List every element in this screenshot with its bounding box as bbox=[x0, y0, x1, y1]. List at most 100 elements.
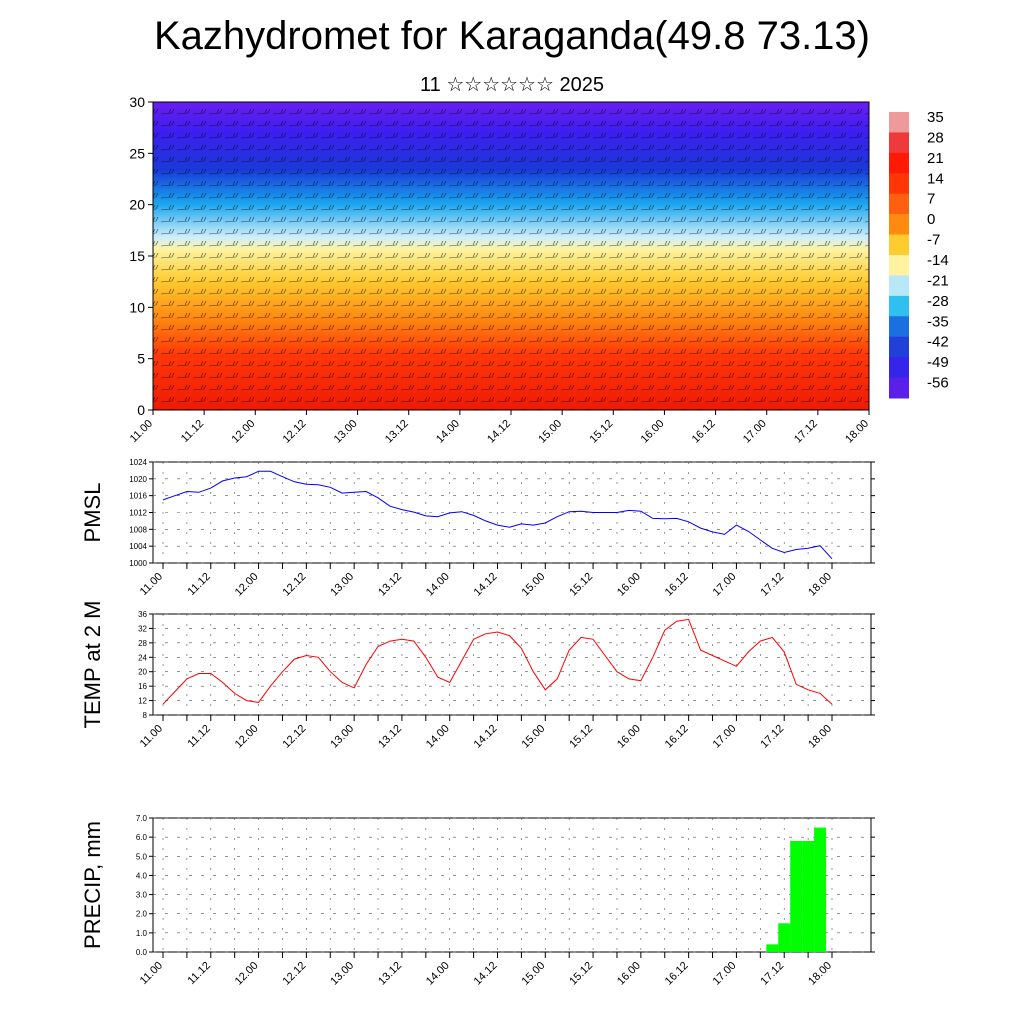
colorbar-segment bbox=[889, 132, 909, 154]
precip-bar bbox=[814, 827, 827, 952]
x-tick-label: 12.00 bbox=[229, 418, 257, 446]
precip-panel-frame bbox=[152, 817, 872, 953]
chart-subtitle: 11 ☆☆☆☆☆☆ 2025 bbox=[420, 74, 604, 96]
y-tick-label: 1000 bbox=[129, 559, 147, 568]
x-tick-label: 16.00 bbox=[615, 723, 643, 751]
y-tick-label: 1.0 bbox=[136, 929, 148, 938]
x-tick-label: 14.00 bbox=[424, 723, 452, 751]
colorbar-label: -28 bbox=[927, 293, 949, 310]
x-tick-label: 18.00 bbox=[806, 723, 834, 751]
colorbar-segment bbox=[889, 193, 909, 215]
wind-barbs bbox=[153, 102, 869, 410]
y-tick-label: 10 bbox=[129, 299, 145, 315]
y-tick-label: 2.0 bbox=[136, 910, 148, 919]
pmsl-panel-frame bbox=[152, 461, 872, 564]
x-tick-label: 18.00 bbox=[806, 960, 834, 988]
y-tick-label: 20 bbox=[138, 668, 147, 677]
x-tick-label: 15.12 bbox=[567, 723, 595, 751]
temp-panel bbox=[152, 613, 872, 716]
x-tick-label: 11.00 bbox=[138, 723, 165, 750]
x-tick-label: 17.00 bbox=[741, 418, 769, 446]
pmsl-series-line bbox=[162, 470, 833, 560]
x-tick-label: 15.12 bbox=[567, 571, 595, 599]
x-tick-label: 17.12 bbox=[792, 418, 820, 446]
colorbar-label: -21 bbox=[927, 272, 949, 289]
x-tick-label: 14.12 bbox=[472, 960, 500, 988]
y-tick-label: 1012 bbox=[129, 509, 147, 518]
y-axis-label: PRECIP, mm bbox=[80, 821, 105, 949]
x-tick-label: 13.12 bbox=[376, 960, 404, 988]
x-tick-label: 17.12 bbox=[758, 571, 786, 599]
x-tick-label: 17.00 bbox=[711, 960, 739, 988]
x-tick-label: 14.12 bbox=[485, 418, 513, 446]
x-tick-label: 15.00 bbox=[519, 960, 547, 988]
y-tick-label: 16 bbox=[138, 682, 147, 691]
y-tick-label: 15 bbox=[129, 248, 145, 264]
x-tick-label: 17.00 bbox=[711, 723, 739, 751]
x-tick-label: 11.00 bbox=[138, 960, 165, 987]
y-axis-label: PMSL bbox=[80, 483, 105, 543]
colorbar-segment bbox=[889, 336, 909, 358]
x-tick-label: 12.00 bbox=[233, 571, 261, 599]
x-tick-label: 14.00 bbox=[424, 960, 452, 988]
y-tick-label: 5.0 bbox=[136, 852, 148, 861]
x-tick-label: 18.00 bbox=[806, 571, 834, 599]
x-tick-label: 12.00 bbox=[233, 960, 261, 988]
colorbar-segment bbox=[889, 234, 909, 256]
colorbar-segment bbox=[889, 173, 909, 195]
x-tick-label: 11.12 bbox=[186, 960, 213, 987]
y-tick-label: 24 bbox=[138, 653, 147, 662]
colorbar-label: 7 bbox=[927, 191, 935, 208]
y-tick-label: 5 bbox=[137, 351, 145, 367]
colorbar-segment bbox=[889, 112, 909, 133]
y-tick-label: 28 bbox=[138, 639, 147, 648]
x-tick-label: 17.12 bbox=[758, 960, 786, 988]
x-tick-label: 16.00 bbox=[615, 960, 643, 988]
y-tick-label: 3.0 bbox=[136, 891, 148, 900]
x-tick-label: 11.12 bbox=[186, 571, 213, 598]
x-tick-label: 16.12 bbox=[663, 723, 691, 751]
x-tick-label: 12.00 bbox=[233, 723, 261, 751]
x-tick-label: 15.00 bbox=[536, 418, 564, 446]
precip-bar bbox=[778, 923, 791, 952]
colorbar-label: -56 bbox=[927, 375, 949, 392]
y-tick-label: 0 bbox=[137, 402, 145, 418]
colorbar-segment bbox=[889, 357, 909, 379]
colorbar-segment bbox=[889, 377, 909, 399]
y-tick-label: 12 bbox=[138, 697, 147, 706]
y-tick-label: 32 bbox=[138, 624, 147, 633]
y-tick-label: 6.0 bbox=[136, 833, 148, 842]
colorbar-segment bbox=[889, 295, 909, 317]
colorbar-label: 14 bbox=[927, 170, 944, 187]
x-tick-label: 15.00 bbox=[519, 571, 547, 599]
y-tick-label: 1004 bbox=[129, 542, 147, 551]
y-tick-label: 0.0 bbox=[136, 948, 148, 957]
x-tick-label: 11.12 bbox=[186, 723, 213, 750]
x-tick-label: 13.12 bbox=[376, 723, 404, 751]
x-tick-label: 16.12 bbox=[690, 418, 718, 446]
x-tick-label: 16.12 bbox=[663, 960, 691, 988]
colorbar-label: 21 bbox=[927, 150, 944, 167]
colorbar-label: -14 bbox=[927, 252, 949, 269]
y-tick-label: 7.0 bbox=[136, 814, 148, 823]
colorbar-segment bbox=[889, 275, 909, 297]
x-tick-label: 16.00 bbox=[639, 418, 667, 446]
x-tick-label: 12.12 bbox=[281, 418, 309, 446]
y-tick-label: 4.0 bbox=[136, 871, 148, 880]
temp-panel-frame bbox=[152, 613, 872, 716]
colorbar-segment bbox=[889, 214, 909, 236]
y-tick-label: 8 bbox=[143, 711, 148, 720]
precip-bar bbox=[766, 944, 779, 952]
colorbar-label: 0 bbox=[927, 211, 935, 228]
colorbar-segment bbox=[889, 152, 909, 174]
x-tick-label: 13.00 bbox=[332, 418, 360, 446]
x-tick-label: 14.12 bbox=[472, 571, 500, 599]
x-tick-label: 12.12 bbox=[281, 571, 309, 599]
x-tick-label: 15.12 bbox=[567, 960, 595, 988]
colorbar-segment bbox=[889, 255, 909, 276]
pmsl-panel bbox=[152, 461, 872, 564]
colorbar-label: 28 bbox=[927, 129, 944, 146]
x-tick-label: 16.00 bbox=[615, 571, 643, 599]
